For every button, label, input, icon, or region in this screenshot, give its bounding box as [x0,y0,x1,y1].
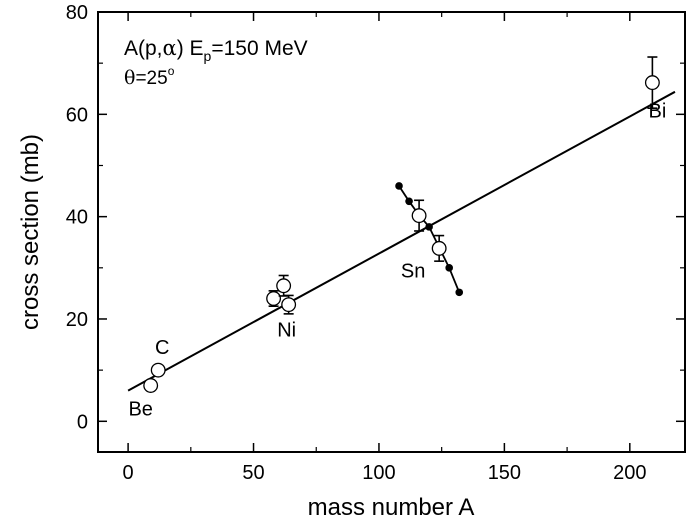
x-tick-label: 50 [242,462,264,484]
point-label: Sn [401,260,425,282]
x-tick-label: 0 [123,462,134,484]
y-tick-label: 20 [66,309,88,331]
energy-value: =150 MeV [211,37,307,60]
x-tick-label: 200 [613,462,646,484]
y-axis-title: cross section (mb) [17,134,44,330]
data-point [276,278,292,294]
plot-frame [97,11,686,453]
data-point [431,240,447,256]
y-tick-label: 40 [66,207,88,229]
degree-symbol: o [168,64,175,78]
data-points-group [143,56,660,393]
point-label: Ni [277,320,296,342]
isotope-chain-group [395,182,464,297]
data-point [143,378,159,393]
x-tick-label: 150 [488,462,521,484]
angle-value: =25 [135,68,167,89]
point-labels-group: Be C Ni Sn Bi [128,101,666,421]
isotope-point [425,223,433,231]
axis-ticks: 0 50 100 150 200 0 20 40 60 80 [66,2,685,484]
y-tick-label: 80 [66,2,88,24]
data-point [281,297,297,313]
reaction-mid: ) E [177,37,204,60]
x-tick-label: 100 [362,462,395,484]
y-tick-label: 60 [66,104,88,126]
data-point [266,291,282,306]
energy-subscript: p [204,48,212,64]
point-label: Bi [648,101,666,123]
fit-line-group [127,90,676,392]
point-label: C [155,337,169,359]
isotope-point [455,288,464,297]
reaction-prefix: A(p, [124,37,163,60]
fit-line [127,90,676,392]
data-point [150,362,166,378]
alpha-symbol: α [163,36,177,60]
x-axis-title: mass number A [308,494,475,521]
isotope-point [405,197,413,206]
y-tick-label: 0 [77,411,88,433]
isotope-point [395,182,403,190]
data-point [644,75,660,91]
angle-annotation: θ=25o [124,64,175,89]
data-point [411,208,427,224]
isotope-point [445,264,453,272]
reaction-annotation: A(p,α) Ep=150 MeV [124,36,308,64]
point-label: Be [128,398,152,420]
theta-symbol: θ [124,67,135,89]
